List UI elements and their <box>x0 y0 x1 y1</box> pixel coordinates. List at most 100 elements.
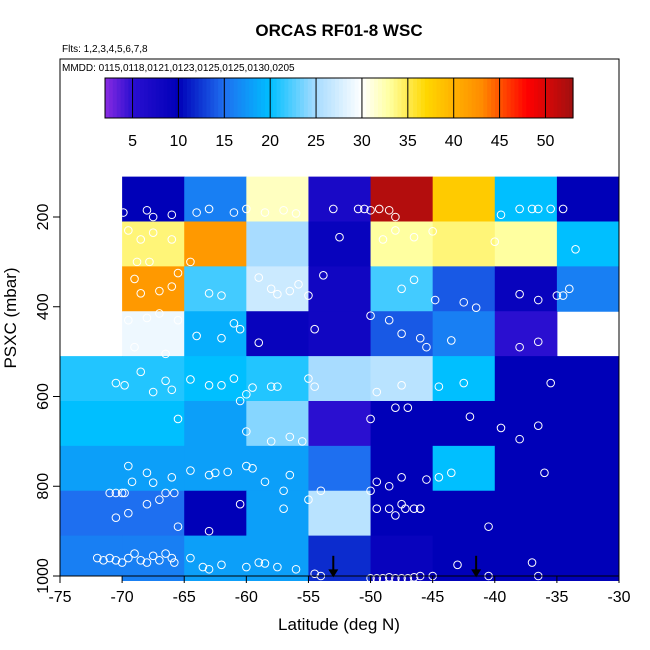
data-point <box>186 553 195 563</box>
data-point <box>148 478 158 487</box>
data-point <box>409 232 419 242</box>
data-point <box>533 337 543 347</box>
colorbar-swatch <box>241 78 246 118</box>
x-tick-label: -75 <box>48 589 71 606</box>
colorbar-swatch <box>214 78 219 118</box>
data-point <box>374 204 384 214</box>
x-tick-label: -65 <box>173 589 196 606</box>
colorbar-swatch <box>120 78 126 118</box>
data-point <box>422 475 431 484</box>
chart-title: ORCAS RF01-8 WSC <box>255 21 422 40</box>
colorbar-swatch <box>245 78 250 118</box>
heatmap-cell <box>432 176 496 222</box>
data-point <box>366 414 375 424</box>
data-point <box>217 333 226 343</box>
colorbar-swatch <box>514 78 519 118</box>
data-point <box>328 204 338 214</box>
data-point <box>430 295 440 305</box>
data-point <box>434 472 444 482</box>
heatmap-cell <box>370 356 434 402</box>
data-point <box>124 315 133 325</box>
heatmap-cell <box>494 311 558 357</box>
colorbar-swatch <box>428 78 434 118</box>
colorbar-swatch <box>491 78 496 118</box>
data-point <box>266 382 276 391</box>
arrow-head <box>471 569 482 578</box>
colorbar-swatch <box>132 78 137 118</box>
data-point <box>496 210 506 220</box>
heatmap-cell <box>122 445 185 492</box>
data-point <box>310 382 319 391</box>
data-point <box>266 437 276 446</box>
data-point <box>117 488 127 498</box>
colorbar-swatch <box>144 78 149 118</box>
heatmap-cell <box>246 176 309 222</box>
data-point <box>304 495 313 505</box>
data-point <box>409 275 419 285</box>
heatmap-cell <box>122 400 185 447</box>
heatmap-cell <box>246 445 309 492</box>
colorbar-swatch <box>378 78 383 118</box>
heatmap-cell <box>494 221 558 267</box>
colorbar-swatch <box>385 78 391 118</box>
data-point <box>242 389 251 399</box>
x-tick-label: -45 <box>421 589 444 606</box>
data-point <box>415 504 425 513</box>
heatmap-cell <box>494 266 558 312</box>
data-point <box>142 205 152 215</box>
data-point <box>403 403 413 413</box>
colorbar-swatch <box>257 78 262 118</box>
data-point <box>167 472 177 482</box>
colorbar-swatch <box>311 78 317 118</box>
data-point <box>366 486 375 496</box>
heatmap-cell <box>556 535 620 581</box>
heatmap-cell <box>184 535 247 581</box>
data-point <box>111 555 121 565</box>
flights-label: Flts: 1,2,3,4,5,6,7,8 <box>62 44 148 55</box>
data-point <box>169 488 179 498</box>
heatmap-cell <box>60 356 123 402</box>
colorbar-swatch <box>190 78 196 118</box>
data-point <box>192 208 201 217</box>
data-point <box>204 564 214 574</box>
heatmap-cell <box>370 221 434 267</box>
colorbar-swatch <box>339 78 344 118</box>
data-point <box>204 380 214 390</box>
heatmap-cells <box>60 176 620 581</box>
data-point <box>242 427 251 436</box>
colorbar-swatch <box>506 78 512 118</box>
data-point <box>391 212 400 222</box>
data-point <box>459 297 469 307</box>
data-point <box>527 558 537 567</box>
x-tick-label: -35 <box>545 589 568 606</box>
colorbar-swatch <box>475 78 480 118</box>
data-point <box>136 367 146 377</box>
data-point <box>546 204 555 214</box>
colorbar-swatch <box>272 78 278 118</box>
data-point <box>515 204 524 214</box>
colorbar-swatch <box>452 78 457 118</box>
colorbar-swatch <box>569 78 574 118</box>
data-point <box>391 511 400 520</box>
data-point <box>142 468 152 478</box>
colorbar-frame <box>104 77 574 119</box>
colorbar-swatch <box>303 78 309 118</box>
data-point <box>130 342 139 352</box>
data-point <box>384 504 394 513</box>
colorbar-swatch <box>124 78 129 118</box>
colorbar-swatch <box>264 78 270 118</box>
heatmap-cell <box>184 266 247 312</box>
data-point <box>148 551 158 561</box>
x-tick-label: -30 <box>607 589 630 606</box>
heatmap-cell <box>370 490 434 537</box>
colorbar-swatch <box>206 78 211 118</box>
data-point <box>415 333 425 343</box>
heatmap-cell <box>494 445 558 492</box>
data-point <box>403 573 413 583</box>
data-point <box>391 226 400 235</box>
data-point <box>372 573 382 583</box>
data-point <box>291 564 301 574</box>
heatmap-cell <box>246 356 309 402</box>
heatmap-cell <box>184 176 247 222</box>
y-tick-label: 800 <box>35 473 52 500</box>
